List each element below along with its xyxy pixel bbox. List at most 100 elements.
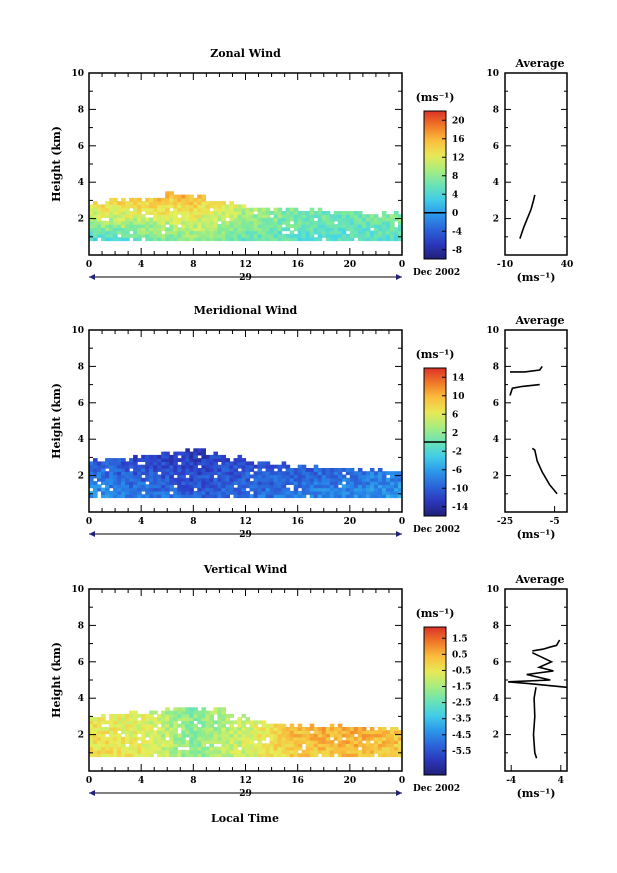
- field-cell: [357, 749, 363, 754]
- field-cell: [105, 481, 110, 485]
- field-cell: [249, 481, 255, 485]
- field-cell: [289, 230, 295, 235]
- field-cell: [317, 220, 323, 225]
- field-cell: [281, 484, 287, 489]
- field-cell: [345, 490, 351, 495]
- field-cell: [173, 717, 178, 721]
- field-cell: [101, 237, 106, 242]
- field-cell: [309, 740, 315, 744]
- field-cell: [129, 471, 134, 476]
- field-cell: [161, 720, 166, 725]
- field-cell: [193, 481, 198, 485]
- field-cell: [385, 214, 391, 219]
- field-cell: [217, 468, 222, 472]
- day-arrow: [89, 531, 95, 537]
- field-cell: [217, 230, 222, 235]
- field-cell: [333, 233, 339, 238]
- field-cell: [105, 727, 110, 731]
- field-cell: [365, 487, 371, 492]
- field-cell: [169, 477, 174, 482]
- field-cell: [141, 723, 146, 728]
- field-cell: [153, 454, 158, 459]
- field-cell: [201, 474, 206, 479]
- field-cell: [325, 740, 331, 744]
- field-cell: [369, 214, 375, 219]
- field-cell: [189, 717, 194, 721]
- field-cell: [285, 753, 291, 758]
- field-cell: [325, 481, 331, 485]
- field-cell: [309, 217, 315, 222]
- field-cell: [297, 464, 303, 469]
- field-cell: [145, 490, 150, 495]
- field-cell: [309, 211, 315, 215]
- field-cell: [241, 720, 247, 725]
- field-cell: [169, 204, 174, 209]
- field-cell: [289, 217, 295, 222]
- field-cell: [233, 477, 239, 482]
- field-cell: [377, 477, 383, 482]
- field-cell: [349, 217, 355, 222]
- field-cell: [281, 494, 287, 499]
- field-cell: [305, 484, 311, 489]
- field-cell: [249, 733, 255, 738]
- field-cell: [225, 740, 230, 744]
- field-cell: [390, 217, 395, 222]
- field-cell: [121, 474, 126, 479]
- field-cell: [394, 733, 399, 738]
- field-cell: [381, 753, 387, 758]
- field-cell: [313, 220, 319, 225]
- field-cell: [213, 477, 218, 482]
- field-cell: [289, 730, 295, 735]
- field-cell: [181, 736, 186, 741]
- field-cell: [173, 713, 178, 718]
- field-cell: [241, 477, 247, 482]
- field-cell: [209, 487, 214, 492]
- field-cell: [101, 481, 106, 485]
- field-cell: [353, 746, 359, 751]
- field-cell: [173, 740, 178, 744]
- field-cell: [293, 743, 299, 748]
- field-cell: [398, 477, 403, 482]
- field-cell: [325, 753, 331, 758]
- field-cell: [394, 494, 399, 499]
- field-cell: [281, 237, 287, 242]
- field-cell: [189, 461, 194, 466]
- field-cell: [117, 201, 122, 205]
- field-cell: [241, 727, 247, 731]
- field-cell: [133, 471, 138, 476]
- field-cell: [137, 207, 142, 212]
- colorbar-tick-label: 20: [452, 116, 465, 126]
- field-cell: [285, 730, 291, 735]
- field-cell: [369, 753, 375, 758]
- field-cell: [157, 487, 162, 492]
- field-cell: [97, 204, 102, 209]
- field-cell: [341, 224, 347, 228]
- zonal-y-label: Height (km): [50, 126, 63, 202]
- field-cell: [133, 220, 138, 225]
- field-cell: [145, 471, 150, 476]
- field-cell: [233, 227, 239, 232]
- field-cell: [398, 471, 403, 476]
- field-cell: [281, 477, 287, 482]
- field-cell: [345, 471, 351, 476]
- field-cell: [137, 204, 142, 209]
- x-tick-label: 0: [399, 517, 405, 527]
- field-cell: [105, 458, 110, 462]
- field-cell: [177, 201, 182, 205]
- field-cell: [225, 727, 230, 731]
- field-cell: [233, 720, 239, 725]
- field-cell: [297, 237, 303, 242]
- field-cell: [361, 736, 367, 741]
- field-cell: [157, 474, 162, 479]
- field-cell: [373, 227, 379, 232]
- field-cell: [205, 220, 210, 225]
- field-cell: [357, 727, 363, 731]
- field-cell: [281, 214, 287, 219]
- field-cell: [149, 753, 154, 758]
- field-cell: [129, 217, 134, 222]
- field-cell: [189, 736, 194, 741]
- field-cell: [253, 237, 259, 242]
- field-cell: [137, 217, 142, 222]
- field-cell: [365, 237, 371, 242]
- field-cell: [157, 727, 162, 731]
